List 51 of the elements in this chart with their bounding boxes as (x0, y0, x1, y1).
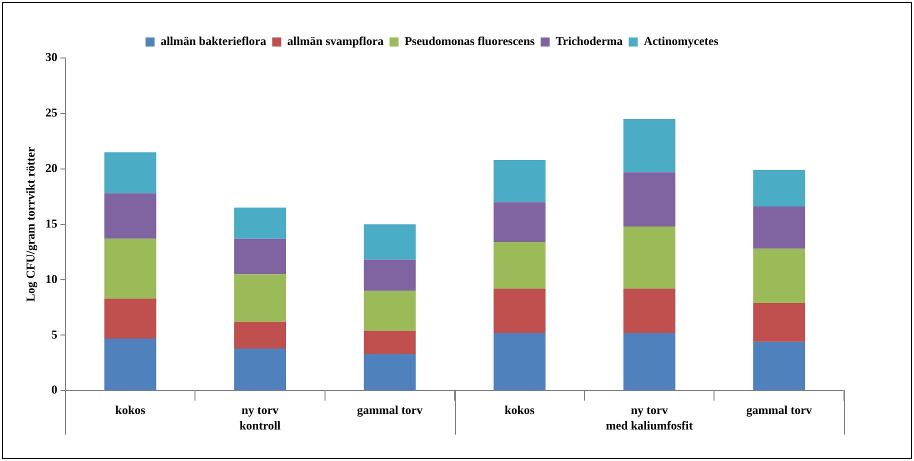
bar (753, 342, 806, 390)
x-tick-label: ny torv (242, 402, 279, 417)
bar (234, 274, 286, 322)
legend-label: Actinomycetes (644, 34, 719, 48)
bar (494, 160, 546, 202)
x-tick-label: kokos (504, 402, 535, 417)
x-tick-label: gammal torv (746, 402, 812, 417)
bar (753, 248, 806, 304)
bar (234, 208, 286, 239)
y-tick-label: 10 (45, 272, 58, 286)
bar (494, 202, 546, 242)
text: kontroll (239, 418, 282, 433)
bar (104, 152, 156, 194)
bar (753, 303, 806, 342)
bar (234, 238, 286, 274)
bar (234, 348, 286, 390)
bar (623, 172, 676, 227)
bar (104, 298, 156, 338)
legend-label: allmän bakterieflora (160, 34, 266, 48)
bar (623, 226, 676, 289)
bar (104, 238, 156, 299)
x-tick-label: gammal torv (356, 402, 423, 417)
bar (753, 170, 806, 207)
bar (104, 193, 156, 239)
y-tick-label: 25 (45, 106, 58, 120)
legend-label: Trichoderma (556, 34, 623, 48)
x-tick-label: ny torv (630, 402, 668, 417)
bar (623, 288, 676, 333)
text: med kaliumfosfit (606, 418, 693, 433)
y-tick-label: 0 (51, 382, 58, 397)
bar (494, 288, 546, 333)
y-tick-label: 15 (45, 216, 58, 230)
y-tick-label: 5 (51, 327, 58, 342)
y-tick-label: 30 (45, 50, 58, 64)
x-tick-label: kokos (115, 402, 146, 417)
legend-label: Pseudomonas fluorescens (404, 34, 536, 48)
y-tick-label: 20 (45, 160, 58, 175)
bar (623, 118, 676, 172)
bar (364, 354, 416, 390)
bar (364, 224, 416, 260)
bar (753, 206, 806, 249)
bar (234, 322, 286, 348)
bar (364, 260, 416, 291)
bar (623, 332, 676, 390)
bar (494, 242, 546, 289)
y-axis-title: Log CFU/gram torrvikt rötter (23, 146, 38, 302)
bar (364, 290, 416, 331)
bar (104, 338, 156, 390)
legend-label: allmän svampflora (287, 34, 384, 48)
bar (494, 332, 546, 390)
bar (364, 330, 416, 354)
